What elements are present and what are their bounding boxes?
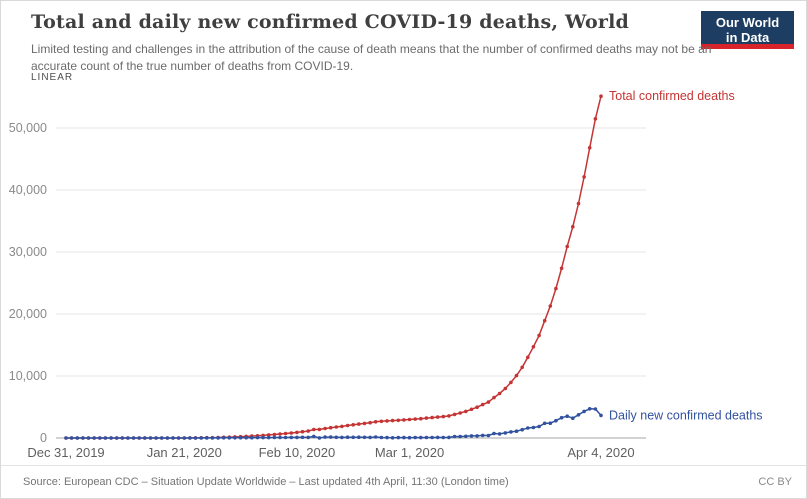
source-note: Source: European CDC – Situation Update …: [23, 476, 509, 488]
x-tick-label: Mar 1, 2020: [375, 445, 444, 460]
y-tick-label: 30,000: [9, 245, 47, 259]
y-tick-label: 20,000: [9, 307, 47, 321]
line-chart[interactable]: 0 10,000 20,000 30,000 40,000 50,000 Dec 31, 2…: [1, 83, 807, 463]
owid-logo-accent: [701, 44, 794, 49]
chart-subtitle: Limited testing and challenges in the at…: [31, 42, 712, 73]
series-label-1: Daily new confirmed deaths: [609, 408, 763, 422]
y-tick-label: 10,000: [9, 369, 47, 383]
series-label-0: Total confirmed deaths: [609, 89, 735, 103]
owid-logo-line2: in Data: [725, 30, 770, 45]
x-tick-label: Jan 21, 2020: [147, 445, 222, 460]
y-tick-label: 40,000: [9, 183, 47, 197]
page-title: Total and daily new confirmed COVID-19 d…: [31, 11, 629, 33]
series-line-1: [66, 408, 602, 439]
y-tick-label: 50,000: [9, 121, 47, 135]
series-points-0: [64, 94, 603, 440]
x-tick-label: Apr 4, 2020: [567, 445, 634, 460]
scale-toggle-linear[interactable]: LINEAR: [31, 72, 74, 83]
footer: Source: European CDC – Situation Update …: [1, 465, 806, 498]
owid-logo[interactable]: Our World in Data: [701, 11, 794, 49]
y-tick-label: 0: [40, 431, 47, 445]
owid-logo-line1: Our World: [715, 15, 780, 30]
series-points-1: [64, 407, 603, 440]
license-badge[interactable]: CC BY: [758, 476, 792, 488]
x-tick-label: Dec 31, 2019: [27, 445, 104, 460]
series-line-0: [66, 96, 602, 439]
x-tick-label: Feb 10, 2020: [259, 445, 336, 460]
